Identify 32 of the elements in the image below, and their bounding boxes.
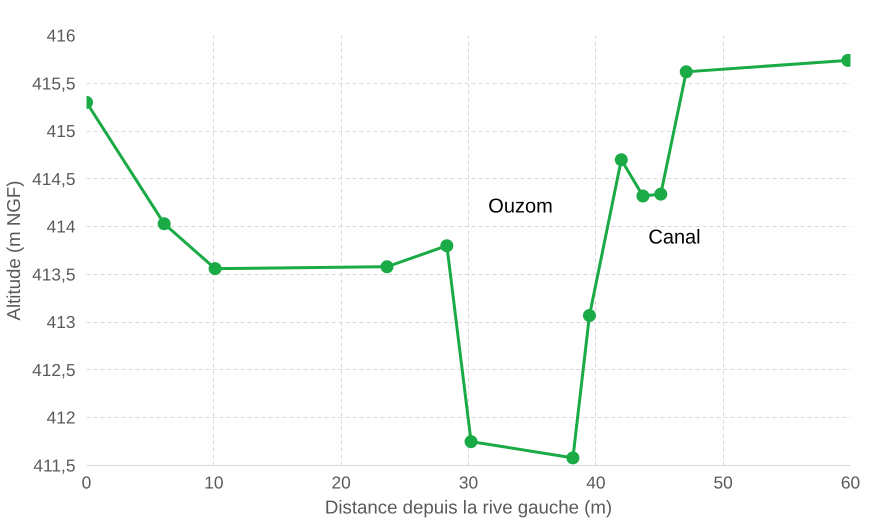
y-tick-label: 413,5 — [32, 264, 76, 284]
x-axis-title: Distance depuis la rive gauche (m) — [324, 496, 612, 518]
x-tick-label: 50 — [714, 472, 733, 492]
point — [680, 65, 693, 78]
y-tick-label: 412,5 — [32, 360, 76, 380]
y-tick-label: 415,5 — [32, 73, 76, 94]
x-tick-label: 60 — [840, 472, 860, 492]
point — [636, 190, 650, 203]
y-tick-label: 413 — [46, 312, 76, 332]
x-tick-label: 30 — [458, 472, 478, 492]
x-tick-label: 0 — [82, 472, 92, 492]
point — [380, 260, 394, 274]
point — [582, 308, 596, 322]
point — [566, 451, 580, 464]
x-tick-label: 40 — [586, 472, 606, 492]
point — [654, 188, 668, 201]
x-tick-label: 10 — [204, 472, 224, 492]
y-tick-label: 414,5 — [32, 168, 76, 189]
point — [614, 153, 628, 166]
y-tick-label: 411,5 — [33, 456, 76, 476]
y-tick-label: 414 — [46, 216, 76, 237]
y-tick-label: 412 — [46, 408, 76, 428]
point — [208, 262, 222, 276]
point — [440, 239, 454, 252]
annotation: Ouzom — [488, 196, 553, 218]
point — [158, 217, 171, 230]
y-axis-title: Altitude (m NGF) — [3, 180, 24, 320]
annotation: Canal — [648, 226, 701, 248]
y-tick-label: 415 — [46, 121, 76, 142]
x-tick-label: 20 — [332, 472, 351, 492]
point — [464, 435, 478, 448]
y-tick-label: 416 — [46, 26, 76, 46]
